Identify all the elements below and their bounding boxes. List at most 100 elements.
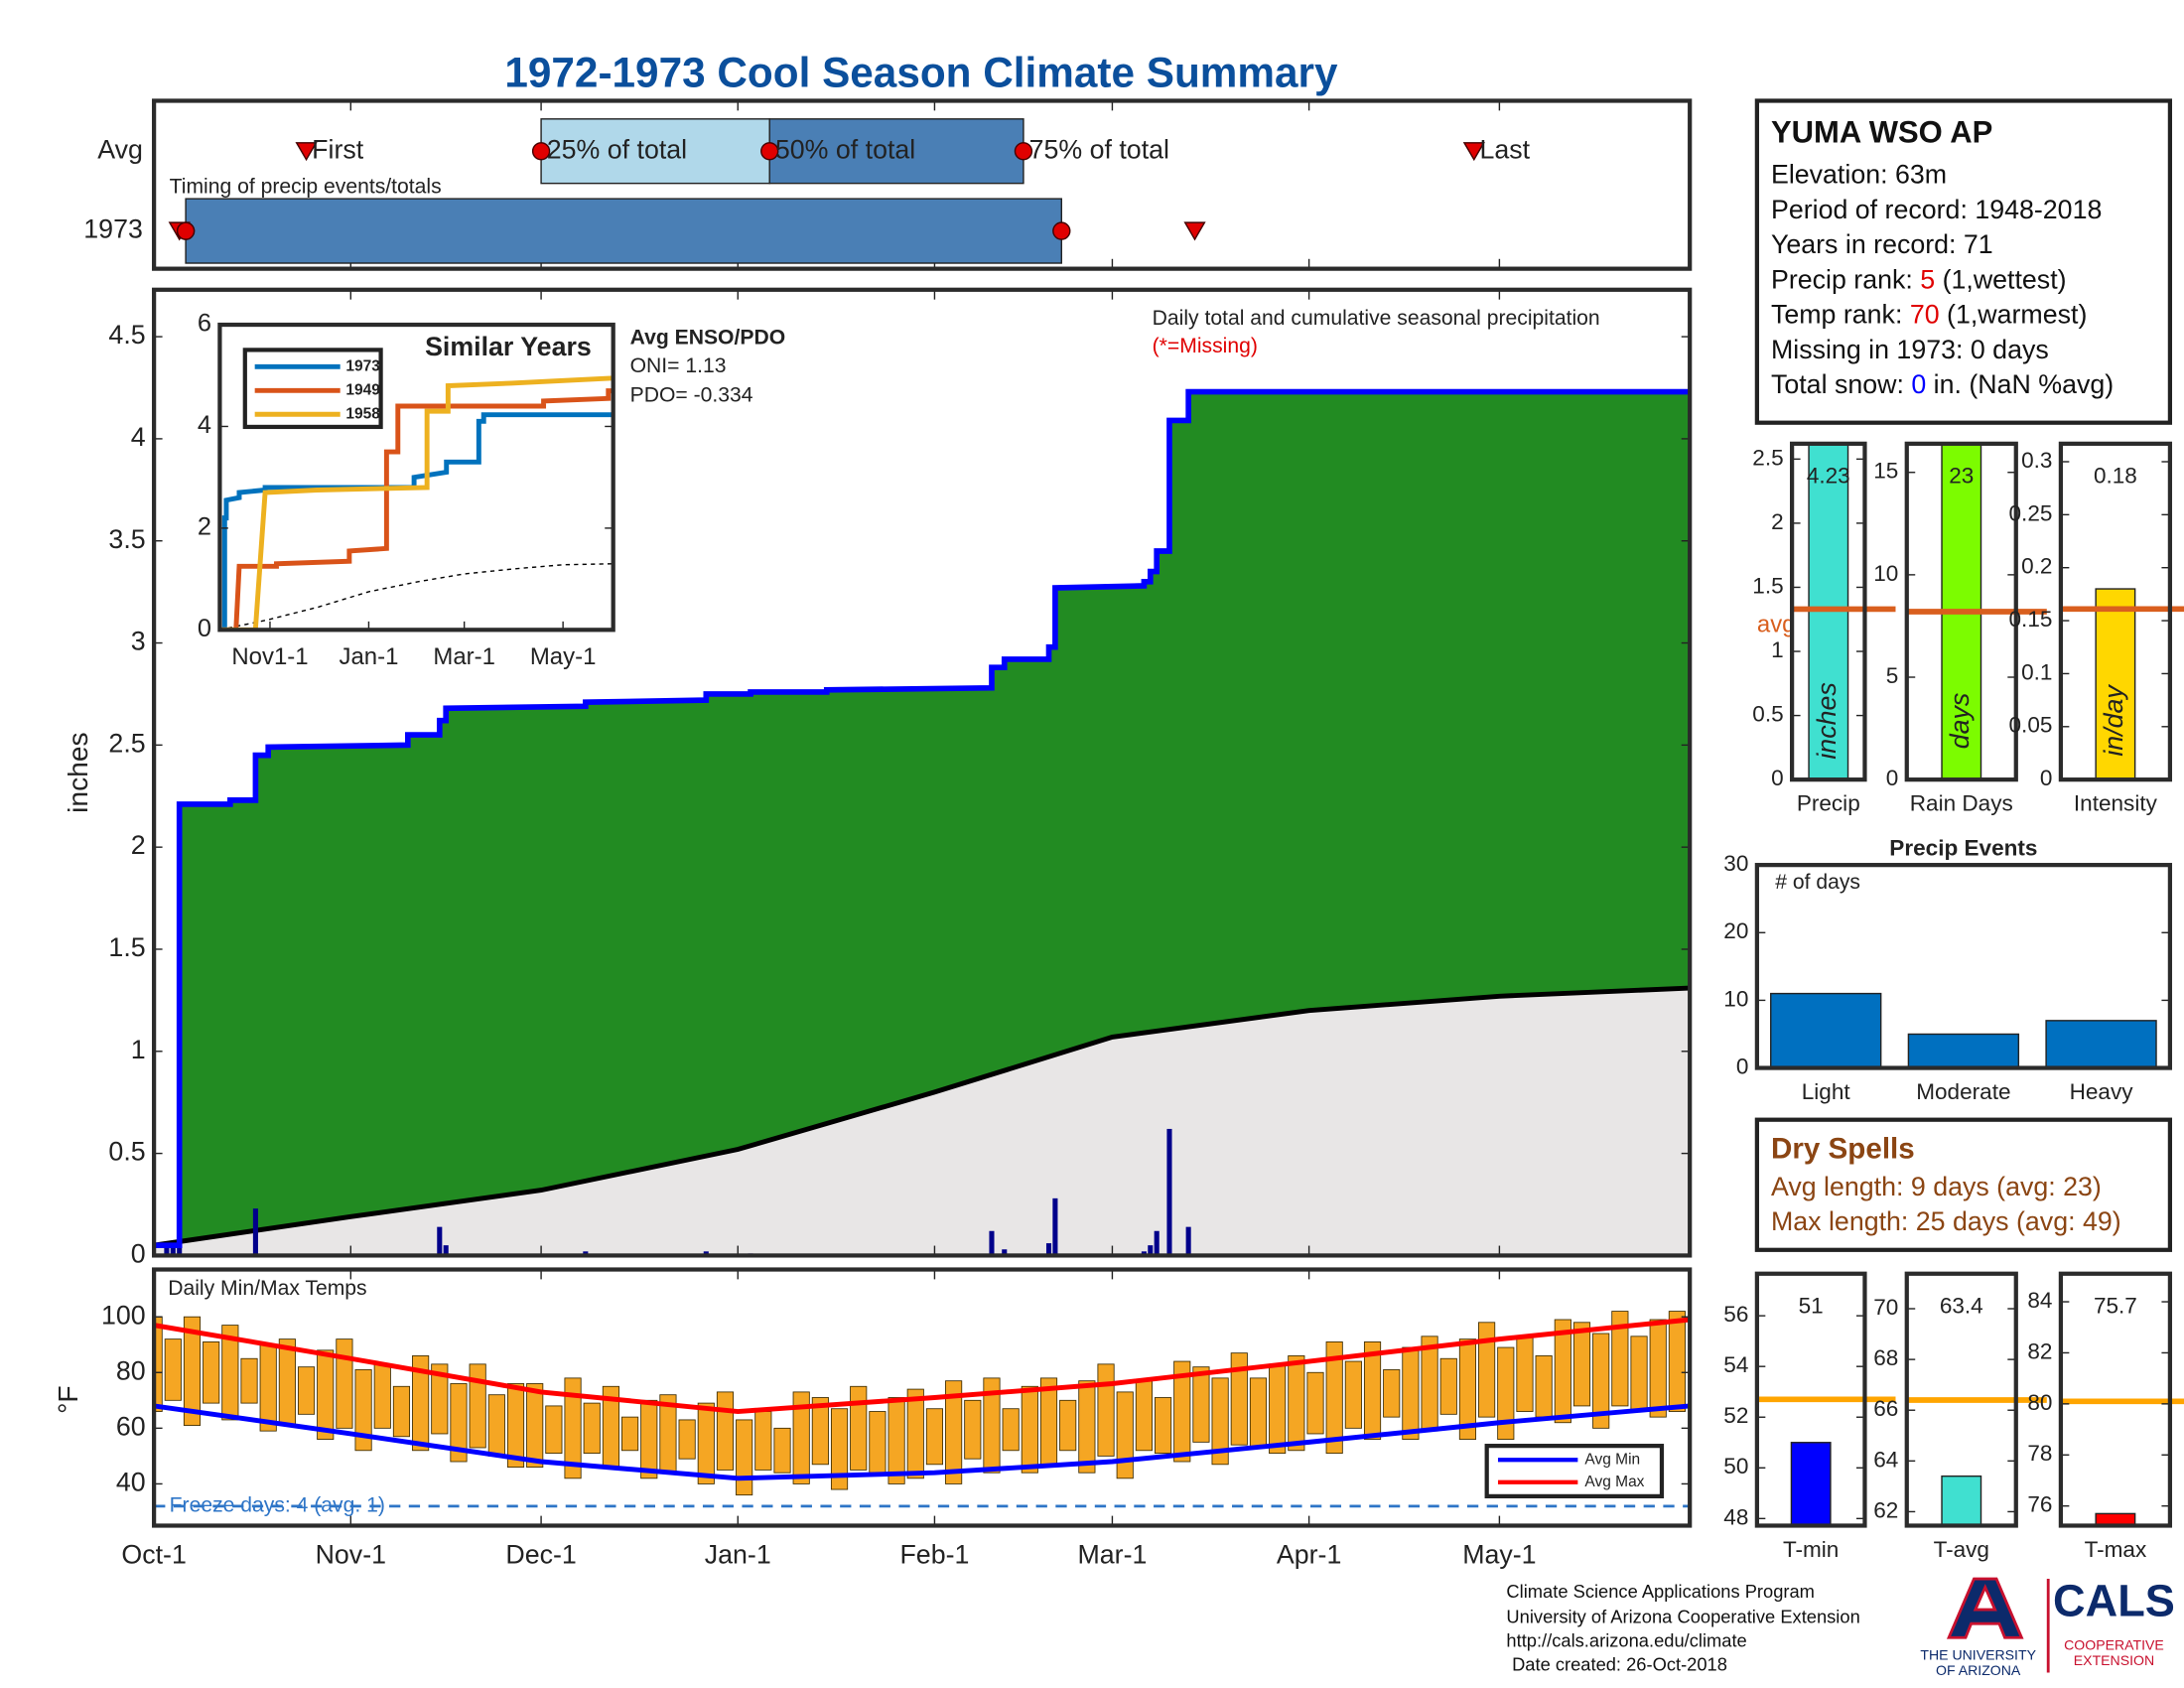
station-text: in. (NaN %avg) bbox=[1926, 369, 2114, 399]
y-tick-label: 1.5 bbox=[108, 932, 145, 962]
temp-range-bar bbox=[354, 1369, 372, 1452]
y-tick-label: 62 bbox=[1873, 1497, 1898, 1522]
marker-circle bbox=[531, 142, 551, 161]
y-tick-label: 82 bbox=[2027, 1338, 2052, 1363]
box-upper bbox=[185, 198, 1063, 264]
temp-range-bar bbox=[716, 1391, 735, 1471]
x-tick-label: Oct-1 bbox=[121, 1540, 186, 1570]
temp-range-bar bbox=[621, 1416, 639, 1452]
y-tick-label: 0.1 bbox=[2021, 659, 2052, 684]
y-tick-label: 3.5 bbox=[108, 524, 145, 554]
station-line: Period of record: 1948-2018 bbox=[1771, 195, 2102, 224]
temp-range-bar bbox=[1021, 1385, 1038, 1474]
value-label: 0.18 bbox=[2094, 464, 2137, 489]
footer-line: Date created: 26-Oct-2018 bbox=[1512, 1653, 1727, 1674]
y-tick-label: 4 bbox=[131, 422, 146, 452]
marker-circle bbox=[1052, 221, 1071, 240]
temp-range-bar bbox=[1344, 1360, 1362, 1429]
station-text: Temp rank: bbox=[1771, 300, 1910, 330]
y-tick-label: 10 bbox=[1723, 986, 1748, 1011]
bar bbox=[1790, 1442, 1832, 1526]
unit-label: inches bbox=[1812, 682, 1842, 759]
marker-triangle bbox=[1462, 142, 1485, 162]
y-tick-label: 0.2 bbox=[2021, 554, 2052, 579]
y-tick-label: 0 bbox=[1771, 766, 1784, 790]
x-tick-label: Dec-1 bbox=[505, 1540, 576, 1570]
temp-range-bar bbox=[336, 1338, 353, 1429]
cals-text: CALS bbox=[2053, 1575, 2175, 1625]
temp-range-bar bbox=[317, 1349, 335, 1440]
y-tick-label: 0.3 bbox=[2021, 448, 2052, 473]
temp-range-bar bbox=[1078, 1380, 1096, 1474]
station-text: Years in record: 71 bbox=[1771, 229, 1993, 259]
y-tick-label: 48 bbox=[1723, 1504, 1748, 1529]
y-tick-label: 70 bbox=[1873, 1295, 1898, 1320]
footer-line: Climate Science Applications Program bbox=[1506, 1581, 1815, 1602]
panel-title: Precip Events bbox=[1889, 836, 2037, 861]
temp-range-bar bbox=[1002, 1408, 1020, 1452]
y-tick-label: 1 bbox=[1771, 637, 1784, 662]
panel-title: Daily total and cumulative seasonal prec… bbox=[1153, 307, 1600, 330]
x-tick-label: May-1 bbox=[1462, 1540, 1536, 1570]
marker-circle bbox=[176, 221, 196, 240]
station-line: Elevation: 63m bbox=[1771, 160, 1947, 190]
temp-range-bar bbox=[869, 1411, 887, 1474]
axes-frame bbox=[1754, 1271, 1867, 1528]
daily-bar bbox=[437, 1226, 443, 1256]
y-tick-label: 0.25 bbox=[2009, 500, 2053, 525]
y-tick-label: 0.5 bbox=[1752, 702, 1783, 727]
temp-range-bar bbox=[469, 1363, 486, 1449]
temp-range-bar bbox=[506, 1383, 525, 1469]
average-line bbox=[154, 985, 1691, 1248]
temp-range-bar bbox=[697, 1402, 715, 1484]
marker-label: 75% of total bbox=[1029, 134, 1169, 164]
y-axis-label: °F bbox=[52, 1385, 83, 1413]
x-tick-label: Mar-1 bbox=[1077, 1540, 1147, 1570]
dry-spells-line: Avg length: 9 days (avg: 23) bbox=[1771, 1172, 2102, 1201]
x-tick-label: Apr-1 bbox=[1277, 1540, 1341, 1570]
y-tick-label: 5 bbox=[1886, 663, 1899, 688]
value-label: 4.23 bbox=[1807, 464, 1850, 489]
series-line bbox=[219, 375, 614, 631]
y-tick-label: 40 bbox=[116, 1468, 146, 1497]
station-name: YUMA WSO AP bbox=[1771, 115, 1992, 150]
temp-range-bar bbox=[1173, 1360, 1191, 1463]
temp-range-bar bbox=[1458, 1338, 1477, 1440]
value-label: 23 bbox=[1949, 464, 1974, 489]
temp-range-bar bbox=[1155, 1397, 1172, 1455]
temp-range-bar bbox=[278, 1338, 296, 1426]
station-text: Total snow: bbox=[1771, 369, 1911, 399]
y-tick-label: 68 bbox=[1873, 1345, 1898, 1370]
x-label: T-avg bbox=[1934, 1537, 1989, 1562]
legend-label: 1958 bbox=[345, 405, 380, 422]
y-tick-label: 1.5 bbox=[1752, 573, 1783, 598]
x-label: Precip bbox=[1797, 790, 1860, 815]
temp-range-bar bbox=[259, 1343, 277, 1432]
temp-range-bar bbox=[240, 1357, 258, 1404]
marker-label: 25% of total bbox=[547, 134, 687, 164]
temp-range-bar bbox=[487, 1394, 505, 1457]
y-tick-label: 4 bbox=[198, 411, 211, 439]
marker-label: 50% of total bbox=[775, 134, 915, 164]
station-line: Years in record: 71 bbox=[1771, 229, 1993, 259]
temp-range-bar bbox=[1402, 1346, 1420, 1440]
daily-bar bbox=[1002, 1249, 1008, 1256]
temp-range-bar bbox=[1554, 1319, 1571, 1424]
temp-range-bar bbox=[925, 1408, 944, 1466]
x-tick-label: Mar-1 bbox=[433, 643, 495, 670]
y-tick-label: 2.5 bbox=[108, 728, 145, 758]
daily-bar bbox=[989, 1230, 995, 1256]
bar bbox=[1941, 1475, 1982, 1526]
temp-range-bar bbox=[830, 1408, 849, 1490]
panel-title: Daily Min/Max Temps bbox=[168, 1277, 366, 1300]
y-axis-label: inches bbox=[62, 732, 93, 812]
temp-range-bar bbox=[1135, 1380, 1153, 1452]
temp-range-bar bbox=[450, 1383, 468, 1463]
axes-frame bbox=[1904, 441, 2018, 782]
temp-range-bar bbox=[392, 1385, 411, 1438]
bar bbox=[1907, 1033, 2020, 1068]
ua-text: OF ARIZONA bbox=[1936, 1662, 2021, 1678]
temp-range-bar bbox=[887, 1397, 905, 1484]
dry-spells-box bbox=[1754, 1117, 2173, 1252]
temp-range-bar bbox=[1097, 1363, 1115, 1457]
